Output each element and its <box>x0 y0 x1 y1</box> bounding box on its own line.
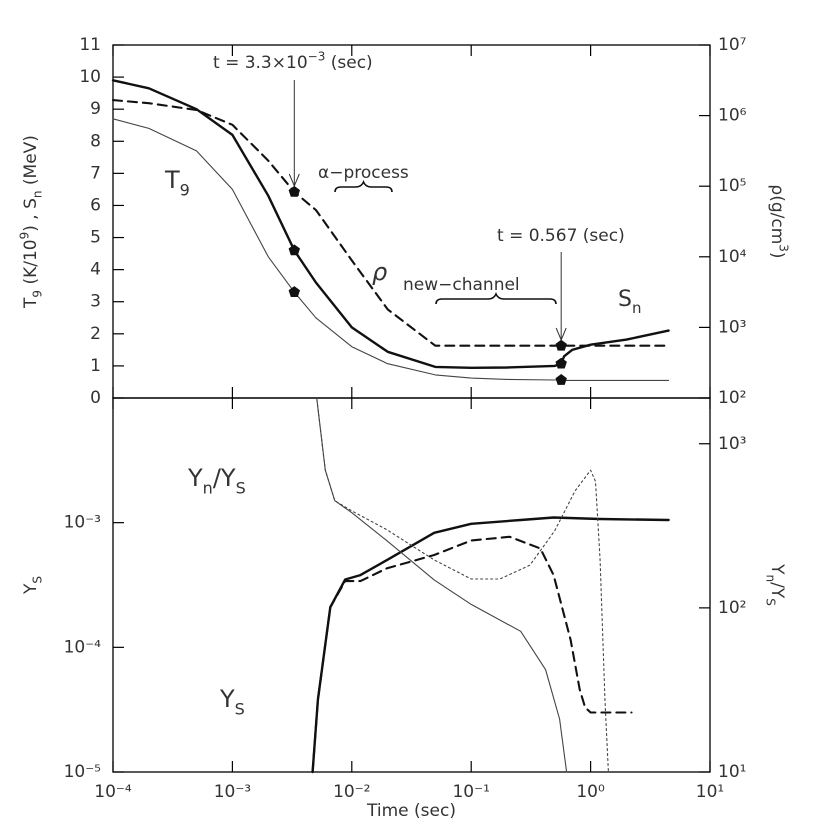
y-tick-label: 10⁻³ <box>64 513 101 533</box>
y2-axis-label-part: /Y <box>767 582 787 599</box>
annotation-part: T <box>164 166 180 194</box>
y-axis-label: T9 (K/109) , Sn (MeV) <box>17 135 44 309</box>
y-axis-label-part: 9 <box>30 290 44 298</box>
series-line <box>311 535 633 774</box>
y2-axis-label: ρ(g/cm3) <box>767 184 791 258</box>
series-line <box>316 398 609 773</box>
marker <box>288 244 300 256</box>
y-tick-label: 4 <box>90 260 101 280</box>
annotation-part: −3 <box>308 49 326 63</box>
x-tick-label: 10⁻² <box>333 782 370 802</box>
annotation-part: t = 3.3×10 <box>213 53 308 73</box>
y2-tick-label: 10² <box>718 598 746 618</box>
annotation-part: 9 <box>180 181 190 200</box>
y-axis-label-part: Y <box>21 583 41 595</box>
series-line <box>112 118 670 381</box>
annotation-part: /Y <box>213 464 236 492</box>
marker <box>555 339 567 351</box>
y2-tick-label: 10³ <box>718 317 746 337</box>
marker <box>555 357 567 369</box>
y2-axis-label-part: n <box>764 575 778 583</box>
annotation-part: S <box>618 287 632 312</box>
y2-tick-label: 10⁶ <box>718 106 747 126</box>
marker <box>555 374 567 385</box>
annotation-part: α−process <box>318 163 409 183</box>
plot-frame <box>112 397 711 773</box>
y2-axis-label-part: ) <box>767 252 787 259</box>
y2-axis-label-part: ρ(g/cm <box>767 184 787 244</box>
annotation: Sn <box>618 287 641 317</box>
annotation-part: Y <box>219 685 235 713</box>
marker <box>288 286 300 297</box>
x-tick-label: 10¹ <box>696 782 724 802</box>
y-tick-label: 1 <box>90 356 101 376</box>
x-tick-label: 10⁰ <box>576 782 605 802</box>
annotation: YS <box>219 685 245 719</box>
x-tick-label: 10⁻¹ <box>452 782 489 802</box>
marker <box>288 185 300 197</box>
y-axis-label-part: ) , S <box>21 198 41 232</box>
y-tick-label: 8 <box>90 131 101 151</box>
y2-tick-label: 10⁵ <box>718 176 746 196</box>
annotation-part: S <box>235 700 245 719</box>
y-axis-label-part: 9 <box>17 232 31 240</box>
y-tick-label: 9 <box>90 99 101 119</box>
y-tick-label: 2 <box>90 324 101 344</box>
y2-axis-label-part: 3 <box>777 244 791 252</box>
y2-tick-label: 10² <box>718 388 746 408</box>
y-tick-label: 5 <box>90 228 101 248</box>
series-line <box>111 99 670 347</box>
y2-tick-label: 10³ <box>718 434 746 454</box>
annotation: α−process <box>318 163 409 183</box>
annotation-part: t = 0.567 (sec) <box>497 226 625 246</box>
annotation: ρ <box>372 258 387 286</box>
y-tick-label: 11 <box>79 35 101 55</box>
annotation-part: ρ <box>372 258 387 286</box>
annotation-part: S <box>236 479 246 498</box>
y-tick-label: 10⁻⁴ <box>64 637 102 657</box>
y2-axis-label: Yn/YS <box>764 563 787 606</box>
annotation-part: n <box>632 299 642 317</box>
annotation: T9 <box>164 166 190 200</box>
series-line <box>316 398 568 773</box>
y-tick-label: 3 <box>90 292 101 312</box>
y2-axis-label-part: Y <box>767 563 787 575</box>
x-axis-label: Time (sec) <box>366 801 456 821</box>
annotation: Yn/YS <box>187 464 246 498</box>
y-axis-label-part: n <box>30 190 44 198</box>
annotation-part: n <box>203 479 213 498</box>
y2-tick-label: 10⁴ <box>718 247 747 267</box>
y2-axis-label-part: S <box>764 598 778 606</box>
y-tick-label: 0 <box>90 388 101 408</box>
y2-tick-label: 10¹ <box>718 762 746 782</box>
annotation: t = 3.3×10−3 (sec) <box>213 49 373 73</box>
plot-frame <box>112 44 711 399</box>
y2-tick-label: 10⁷ <box>718 35 747 55</box>
x-tick-label: 10⁻⁴ <box>94 782 132 802</box>
y-tick-label: 7 <box>90 163 101 183</box>
annotation: new−channel <box>403 275 520 295</box>
y-tick-label: 10 <box>79 67 101 87</box>
y-axis-label-part: (K/10 <box>21 239 41 290</box>
y-axis-label-part: T <box>21 297 41 309</box>
brace <box>334 179 393 193</box>
annotation: t = 0.567 (sec) <box>497 226 625 246</box>
x-tick-label: 10⁻³ <box>214 782 251 802</box>
y-axis-label-part: (MeV) <box>21 135 41 190</box>
y-tick-label: 6 <box>90 195 101 215</box>
y-axis-label-part: S <box>30 576 44 584</box>
annotation-part: Y <box>187 464 203 492</box>
brace <box>435 291 557 305</box>
series-line <box>311 516 670 774</box>
y-tick-label: 10⁻⁵ <box>64 762 101 782</box>
annotation-part: new−channel <box>403 275 520 295</box>
annotation-part: (sec) <box>325 53 372 73</box>
series-line <box>111 79 670 369</box>
y-axis-label: YS <box>21 576 44 595</box>
